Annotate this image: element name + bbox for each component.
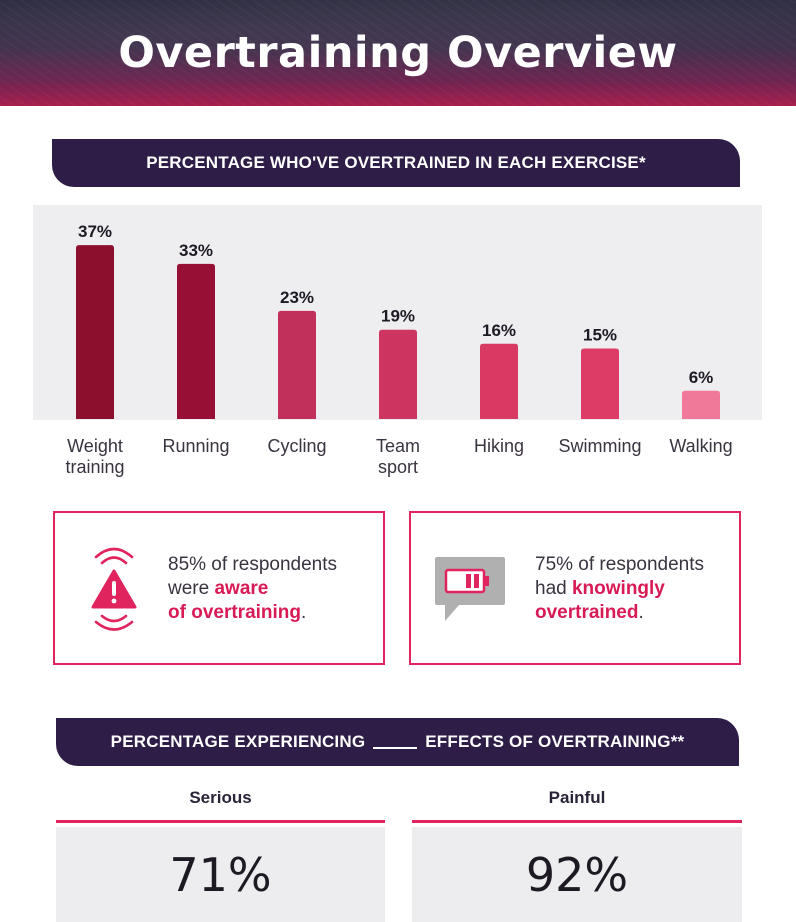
effect-label-serious: Serious [189,788,252,807]
category-label: Weight training [45,436,145,478]
section-heading-effects: PERCENTAGE EXPERIENCING EFFECTS OF OVERT… [56,718,739,766]
bar-running [177,263,215,419]
bar-walking [682,390,720,419]
category-label: Team sport [348,436,448,478]
category-label-line: Swimming [558,436,642,456]
category-label-line: Weight [67,436,123,456]
section-heading-text: PERCENTAGE WHO'VE OVERTRAINED IN EACH EX… [146,153,646,172]
category-label: Walking [651,436,751,457]
blank-line [373,747,418,749]
category-label-line: Team [375,436,420,456]
stat-text: 85% of respondents were aware of overtra… [168,553,337,625]
stat-pre: 75% of respondents [535,554,705,575]
stat-post: . [301,602,307,623]
category-label-line: sport [377,457,419,477]
category-label: Cycling [247,436,347,457]
stat-highlight: overtrained [535,602,639,623]
effect-divider [412,820,742,823]
section-heading-before: PERCENTAGE EXPERIENCING [110,732,366,751]
category-label: Swimming [550,436,650,457]
effect-value-painful: 92% [412,827,742,922]
page-title: Overtraining Overview [118,28,678,78]
section-heading-exercise: PERCENTAGE WHO'VE OVERTRAINED IN EACH EX… [52,139,740,187]
stat-highlight: knowingly [571,578,665,599]
stat-card-knowingly: 75% of respondents had knowingly overtra… [409,511,741,665]
low-battery-icon [433,555,509,630]
bar-cycling [278,310,316,419]
stat-text: 75% of respondents had knowingly overtra… [535,553,704,625]
value-label: 19% [381,307,415,326]
category-label-line: Cycling [267,436,327,456]
bar-weight-training [76,245,114,419]
value-label: 37% [78,222,112,241]
stat-mid: had [535,578,572,599]
bar-swimming [581,348,619,419]
effect-divider [56,820,385,823]
category-label-line: Walking [669,436,733,456]
stat-card-aware: 85% of respondents were aware of overtra… [53,511,385,665]
alert-icon [89,543,139,638]
bar-hiking [480,343,518,419]
stat-pre: 85% of respondents [168,554,338,575]
stat-post: . [638,602,644,623]
category-label-line: Running [162,436,230,456]
value-label: 15% [583,326,617,345]
stat-mid: were [168,578,215,599]
header-banner: Overtraining Overview [0,0,796,106]
value-label: 33% [179,241,213,260]
value-label: 6% [689,368,714,387]
stat-highlight: aware [214,578,269,599]
stat-highlight: of overtraining [168,602,302,623]
category-label: Running [146,436,246,457]
category-label-line: Hiking [473,436,525,456]
bar-team-sport [379,329,417,419]
bar-chart: 37% 33% 23% 19% 16% 15% 6% [76,222,720,419]
category-label: Hiking [449,436,549,457]
section-heading-after: EFFECTS OF OVERTRAINING** [425,732,685,751]
value-label: 23% [280,288,314,307]
effect-value-serious: 71% [56,827,385,922]
value-label: 16% [482,321,516,340]
category-label-line: training [65,457,125,477]
effect-label-painful: Painful [548,788,606,807]
